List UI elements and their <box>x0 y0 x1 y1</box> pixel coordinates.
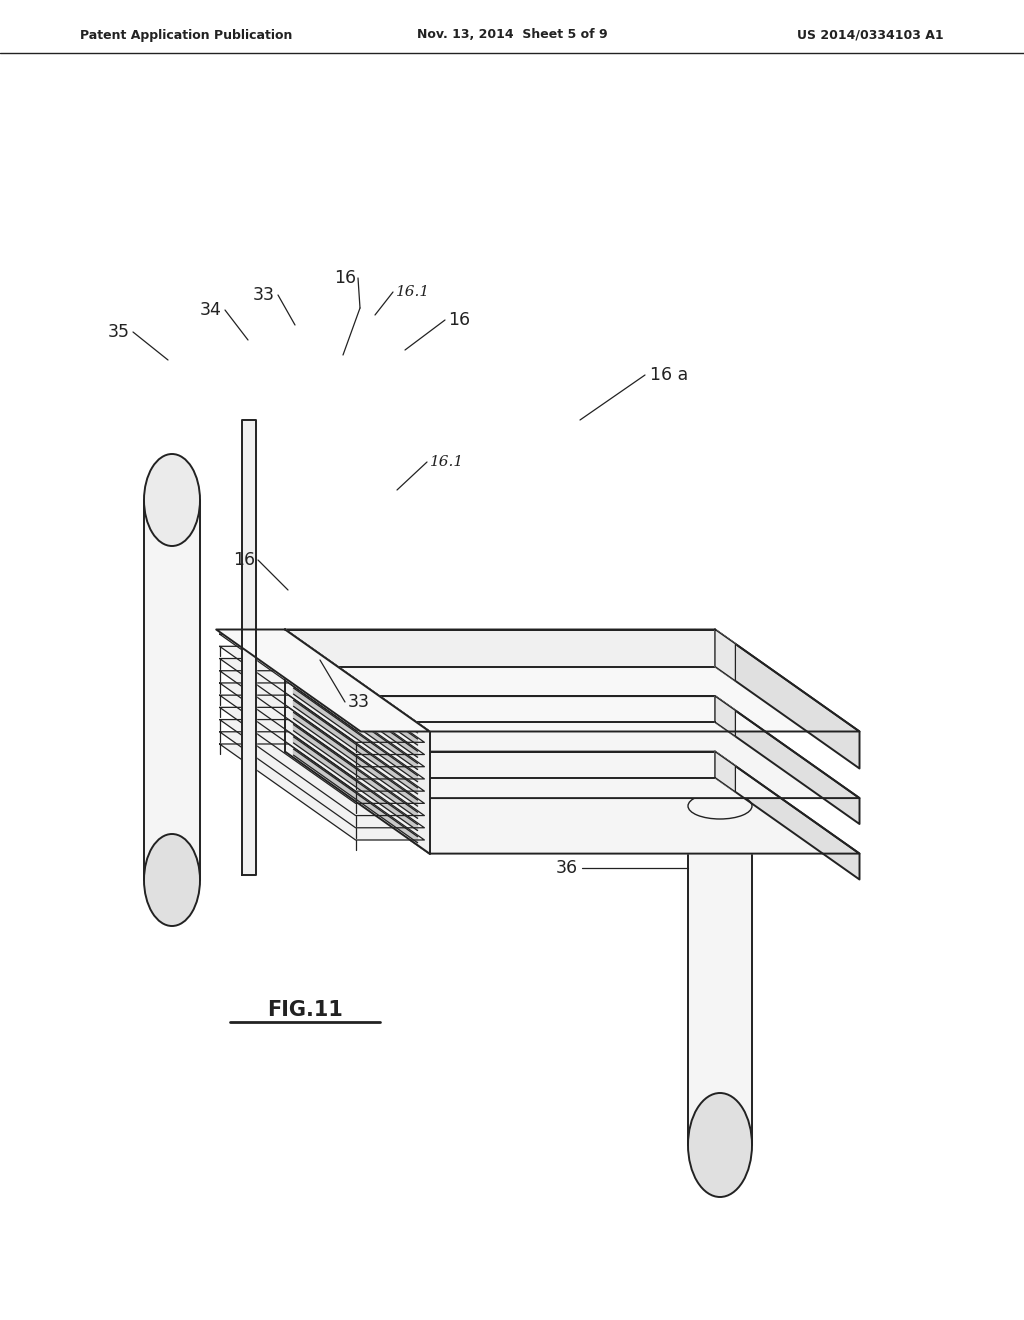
Polygon shape <box>219 671 424 767</box>
Polygon shape <box>715 630 859 768</box>
Polygon shape <box>219 647 424 742</box>
Polygon shape <box>219 744 424 840</box>
Text: 16: 16 <box>449 312 470 329</box>
Text: 34: 34 <box>200 301 222 319</box>
Polygon shape <box>285 696 715 722</box>
Polygon shape <box>294 651 418 744</box>
Polygon shape <box>219 682 424 779</box>
Polygon shape <box>144 500 200 880</box>
Text: 35: 35 <box>108 323 130 341</box>
Ellipse shape <box>688 1093 752 1197</box>
Polygon shape <box>688 730 752 1144</box>
Polygon shape <box>219 719 424 816</box>
Polygon shape <box>294 639 418 733</box>
Text: Patent Application Publication: Patent Application Publication <box>80 29 293 41</box>
Polygon shape <box>219 659 424 755</box>
Ellipse shape <box>144 454 200 546</box>
Polygon shape <box>715 751 735 792</box>
Text: 33: 33 <box>253 286 275 304</box>
Polygon shape <box>219 634 424 730</box>
Polygon shape <box>285 696 859 799</box>
Text: 16.1: 16.1 <box>430 455 464 469</box>
Polygon shape <box>242 420 256 875</box>
Polygon shape <box>219 696 424 791</box>
Polygon shape <box>216 630 429 731</box>
Text: 16: 16 <box>232 550 255 569</box>
Polygon shape <box>715 751 859 879</box>
Text: Nov. 13, 2014  Sheet 5 of 9: Nov. 13, 2014 Sheet 5 of 9 <box>417 29 607 41</box>
Text: 36: 36 <box>556 859 578 876</box>
Polygon shape <box>219 731 424 828</box>
Text: US 2014/0334103 A1: US 2014/0334103 A1 <box>798 29 944 41</box>
Ellipse shape <box>688 678 752 781</box>
Polygon shape <box>294 713 418 807</box>
Text: 16 a: 16 a <box>650 366 688 384</box>
Text: FIG.11: FIG.11 <box>267 1001 343 1020</box>
Polygon shape <box>715 696 735 737</box>
Text: 33: 33 <box>348 693 370 711</box>
Polygon shape <box>294 700 418 793</box>
Polygon shape <box>715 696 859 824</box>
Polygon shape <box>285 630 429 854</box>
Polygon shape <box>285 630 715 667</box>
Polygon shape <box>294 748 418 842</box>
Polygon shape <box>285 751 859 854</box>
Polygon shape <box>294 676 418 770</box>
Text: 16: 16 <box>334 269 356 286</box>
Ellipse shape <box>144 834 200 927</box>
Polygon shape <box>294 688 418 781</box>
Polygon shape <box>715 630 735 681</box>
Polygon shape <box>285 630 859 731</box>
Polygon shape <box>294 664 418 758</box>
Polygon shape <box>294 737 418 830</box>
Polygon shape <box>285 751 715 777</box>
Polygon shape <box>294 725 418 818</box>
Polygon shape <box>219 708 424 804</box>
Text: 16.1: 16.1 <box>396 285 430 300</box>
